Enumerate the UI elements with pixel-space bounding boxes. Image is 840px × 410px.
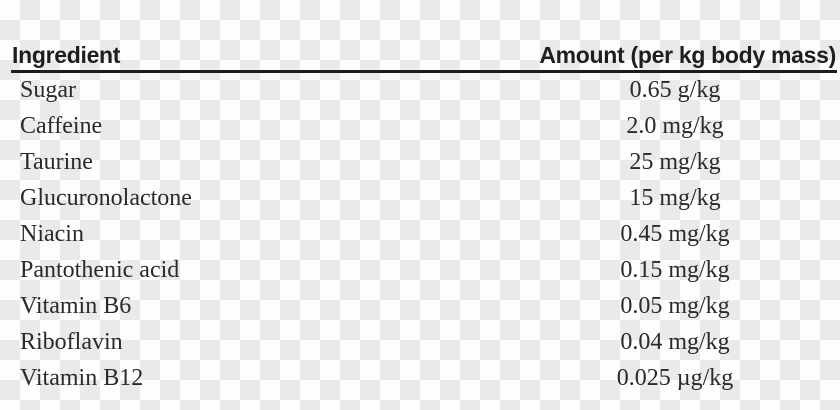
column-header-ingredient: Ingredient xyxy=(12,42,121,68)
ingredient-cell: Sugar xyxy=(20,77,76,104)
table-row: Vitamin B6 0.05 mg/kg xyxy=(0,288,840,324)
ingredient-cell: Vitamin B6 xyxy=(20,292,132,319)
amount-cell: 0.05 mg/kg xyxy=(620,292,730,319)
table-row: Taurine 25 mg/kg xyxy=(0,145,840,181)
table-row: Glucuronolactone 15 mg/kg xyxy=(0,181,840,217)
amount-cell: 25 mg/kg xyxy=(629,149,721,176)
table-row: Sugar 0.65 g/kg xyxy=(0,73,840,109)
amount-cell: 2.0 mg/kg xyxy=(626,113,724,140)
ingredient-cell: Niacin xyxy=(20,221,84,247)
ingredient-cell: Caffeine xyxy=(20,113,103,140)
amount-cell: 0.15 mg/kg xyxy=(620,256,730,283)
table-header-row: Ingredient Amount (per kg body mass) xyxy=(12,41,836,69)
table-row: Vitamin B12 0.025 µg/kg xyxy=(0,360,840,396)
table-body: Sugar 0.65 g/kg Caffeine 2.0 mg/kg Tauri… xyxy=(0,73,840,396)
ingredient-cell: Vitamin B12 xyxy=(20,364,144,391)
table-row: Pantothenic acid 0.15 mg/kg xyxy=(0,252,840,288)
amount-cell: 0.45 mg/kg xyxy=(620,221,730,247)
ingredient-cell: Riboflavin xyxy=(20,328,123,355)
header-divider-rule xyxy=(11,70,837,73)
amount-cell: 0.04 mg/kg xyxy=(620,328,730,355)
amount-cell: 0.65 g/kg xyxy=(629,77,721,104)
amount-cell: 15 mg/kg xyxy=(629,185,721,212)
table-row: Caffeine 2.0 mg/kg xyxy=(0,109,840,145)
table-row: Niacin 0.45 mg/kg xyxy=(0,217,840,253)
ingredient-cell: Taurine xyxy=(20,149,93,176)
column-header-amount: Amount (per kg body mass) xyxy=(539,42,836,68)
table-row: Riboflavin 0.04 mg/kg xyxy=(0,324,840,360)
amount-cell: 0.025 µg/kg xyxy=(616,364,734,391)
ingredient-cell: Glucuronolactone xyxy=(20,185,192,212)
ingredient-cell: Pantothenic acid xyxy=(20,256,180,283)
